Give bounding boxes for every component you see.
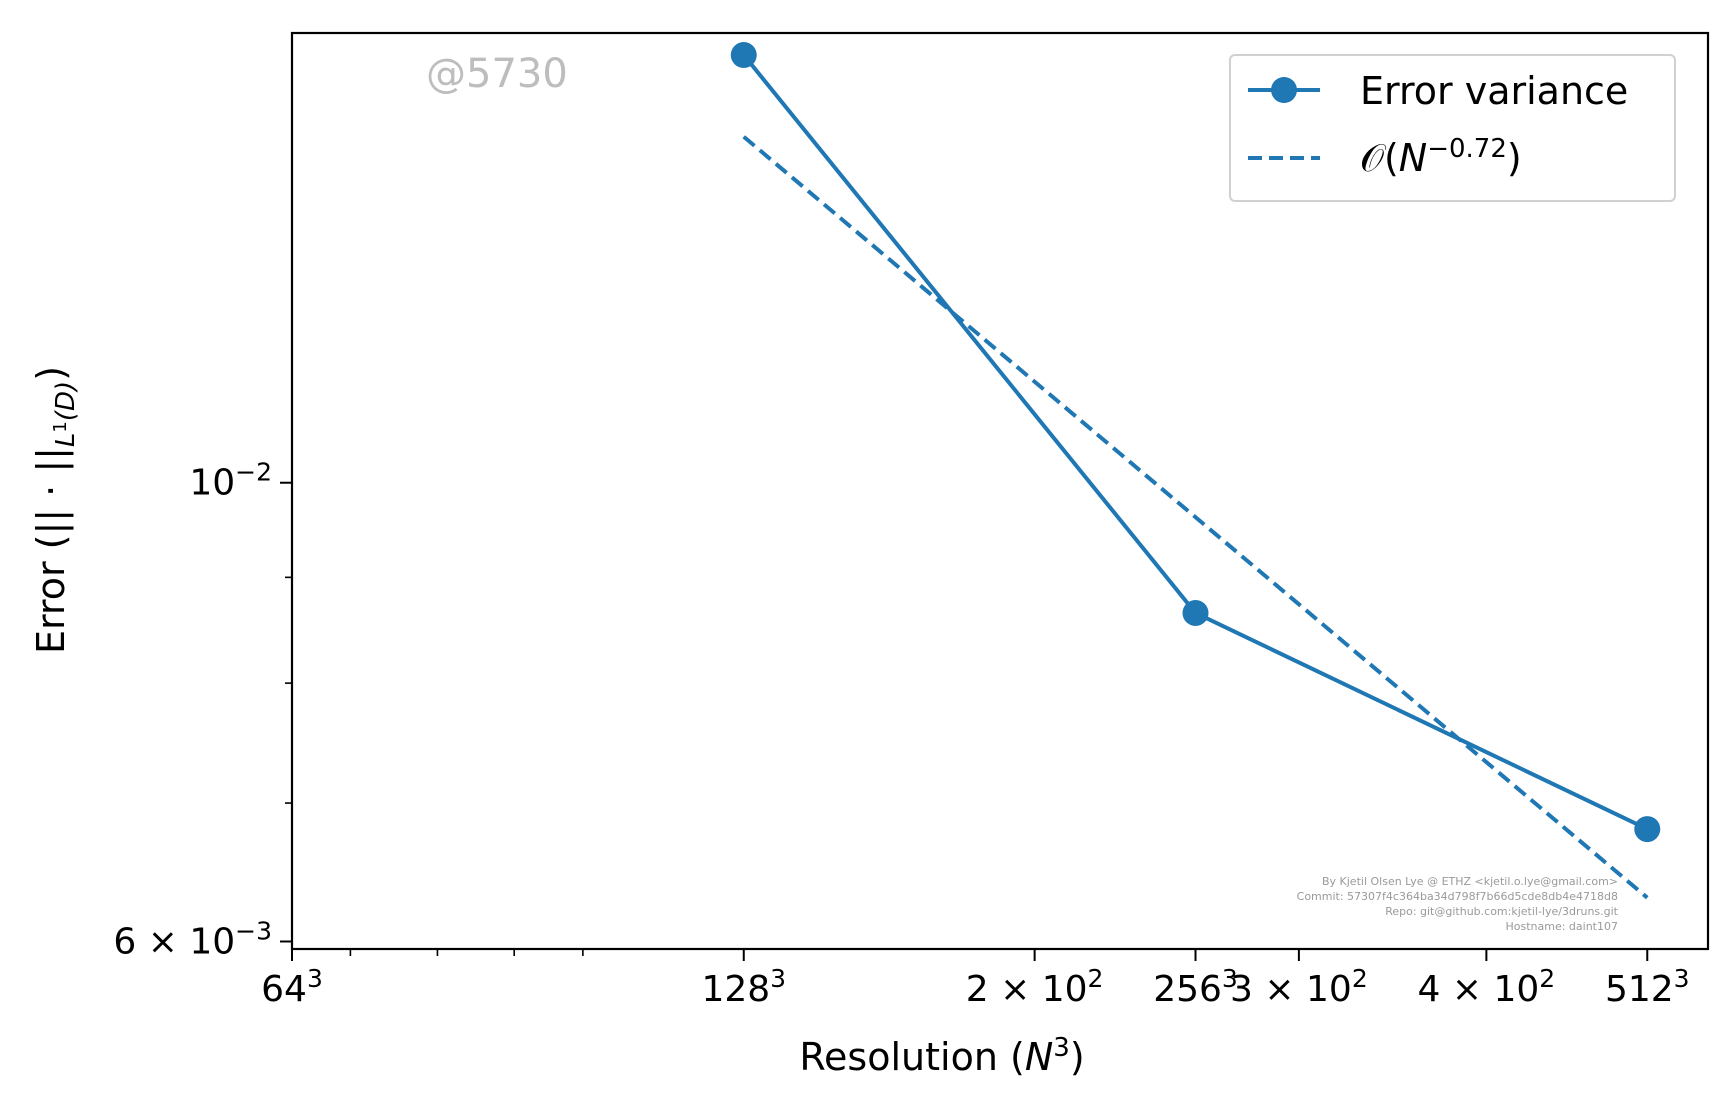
fit-line — [742, 135, 1649, 900]
credits-line-1: By Kjetil Olsen Lye @ ETHZ <kjetil.o.lye… — [1322, 875, 1618, 888]
legend-box — [1229, 54, 1676, 202]
x-axis-label: Resolution (N3) — [799, 1033, 1084, 1079]
x-tick-label: 2 × 102 — [966, 964, 1104, 1010]
x-tick-label: 3 × 102 — [1230, 964, 1368, 1010]
y-tick-label: 6 × 10−3 — [113, 916, 272, 962]
credits-line-3: Repo: git@github.com:kjetil-lye/3druns.g… — [1385, 905, 1618, 918]
x-tick-label: 1283 — [701, 964, 786, 1010]
x-tick-label: 4 × 102 — [1418, 964, 1556, 1010]
error-variance-point — [730, 42, 757, 69]
y-tick-label: 10−2 — [189, 458, 272, 504]
legend: Error variance 𝒪(N−0.72) — [1229, 54, 1676, 202]
legend-label-fit: 𝒪(N−0.72) — [1360, 134, 1522, 180]
legend-marker-error-variance — [1271, 77, 1297, 103]
x-tick-label: 2563 — [1153, 964, 1238, 1010]
plot-frame — [290, 31, 1710, 951]
error-variance-point — [1634, 816, 1661, 843]
credits-line-2: Commit: 57307f4c364ba34d798f7b66d5cde8db… — [1297, 890, 1618, 903]
credits-block: By Kjetil Olsen Lye @ ETHZ <kjetil.o.lye… — [1297, 875, 1619, 933]
credits-line-4: Hostname: daint107 — [1505, 920, 1618, 933]
stamp-label: @5730 — [426, 51, 568, 97]
y-axis-label: Error (|| · ||L1(D)) — [29, 366, 81, 654]
legend-label-error-variance: Error variance — [1360, 69, 1628, 113]
x-tick-label: 643 — [261, 964, 323, 1010]
error-variance-point — [1182, 599, 1209, 626]
x-tick-label: 5123 — [1605, 964, 1690, 1010]
